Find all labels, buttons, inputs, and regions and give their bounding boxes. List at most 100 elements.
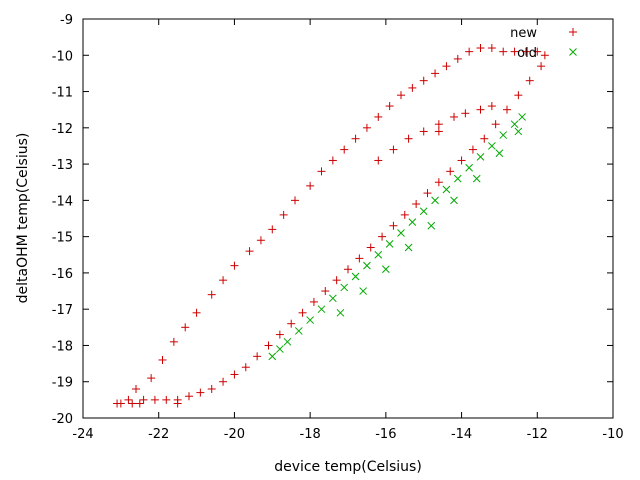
- data-point-new: [499, 47, 508, 56]
- y-tick-label: -15: [52, 231, 73, 246]
- legend-marker-glyph: [569, 48, 577, 56]
- data-point-old: [283, 337, 292, 346]
- x-axis-title: device temp(Celsius): [274, 459, 422, 475]
- data-point-new: [268, 225, 277, 234]
- legend-marker-new: [569, 28, 577, 36]
- data-point-new: [510, 47, 519, 56]
- data-point-new: [423, 189, 432, 198]
- data-point-old: [476, 152, 485, 161]
- data-point-new: [480, 134, 489, 143]
- data-point-new: [321, 287, 330, 296]
- y-tick-label: -14: [52, 194, 73, 209]
- data-point-old: [514, 127, 523, 136]
- data-point-old: [317, 305, 326, 314]
- data-point-new: [533, 47, 542, 56]
- data-point-new: [162, 395, 171, 404]
- data-point-new: [537, 62, 546, 71]
- x-tick-label: -20: [224, 427, 245, 442]
- data-point-new: [309, 297, 318, 306]
- data-point-new: [419, 76, 428, 85]
- data-point-new: [397, 91, 405, 100]
- data-point-new: [476, 44, 485, 53]
- x-tick-label: -12: [527, 427, 548, 442]
- data-point-old: [427, 221, 436, 230]
- y-tick-label: -12: [52, 122, 73, 137]
- data-point-new: [173, 399, 182, 408]
- data-point-new: [468, 145, 477, 154]
- data-point-old: [276, 345, 284, 353]
- data-point-new: [366, 243, 375, 252]
- data-point-new: [491, 120, 500, 129]
- data-point-new: [521, 47, 530, 56]
- data-point-new: [287, 319, 296, 328]
- data-point-new: [298, 308, 307, 317]
- y-tick-label: -11: [52, 86, 73, 101]
- y-tick-label: -17: [52, 303, 73, 318]
- legend-marker-glyph: [569, 28, 577, 36]
- data-point-new: [192, 308, 201, 317]
- data-point-old: [351, 272, 360, 281]
- y-tick-label: -9: [60, 13, 73, 28]
- data-point-new: [116, 399, 125, 408]
- data-point-old: [499, 131, 508, 139]
- data-point-new: [306, 181, 315, 190]
- data-point-old: [431, 196, 439, 205]
- data-point-new: [275, 330, 284, 339]
- data-point-new: [378, 232, 387, 241]
- data-point-new: [291, 196, 299, 205]
- data-point-old: [419, 207, 428, 216]
- data-point-new: [355, 254, 364, 263]
- data-point-new: [207, 290, 216, 299]
- data-point-old: [294, 327, 303, 335]
- data-point-new: [135, 399, 144, 408]
- data-point-old: [404, 243, 413, 252]
- data-point-new: [374, 112, 383, 121]
- y-tick-label: -16: [52, 267, 73, 282]
- data-point-old: [385, 240, 394, 248]
- data-point-new: [128, 399, 137, 408]
- data-point-old: [329, 294, 337, 303]
- y-tick-label: -10: [52, 49, 73, 64]
- data-point-new: [169, 337, 178, 346]
- data-point-new: [340, 145, 349, 154]
- y-tick-label: -20: [52, 412, 73, 427]
- data-point-new: [389, 145, 398, 154]
- data-point-new: [181, 323, 190, 332]
- data-point-new: [362, 123, 371, 132]
- data-point-new: [230, 261, 239, 270]
- data-point-new: [487, 102, 496, 111]
- data-point-new: [431, 69, 440, 78]
- x-tick-label: -24: [72, 427, 93, 442]
- data-point-old: [442, 185, 451, 194]
- data-point-new: [219, 377, 228, 386]
- data-point-new: [132, 384, 140, 393]
- data-point-new: [245, 247, 254, 256]
- series-layer: [113, 44, 549, 408]
- data-point-old: [453, 174, 462, 183]
- data-point-new: [525, 76, 534, 85]
- data-point-new: [465, 47, 474, 56]
- x-tick-label: -14: [451, 427, 472, 442]
- data-point-new: [317, 167, 326, 176]
- data-point-old: [382, 265, 390, 274]
- data-point-new: [344, 265, 352, 274]
- data-point-new: [374, 156, 383, 165]
- data-point-new: [385, 102, 394, 111]
- data-point-old: [450, 196, 458, 205]
- legend-label-new: new: [510, 26, 537, 41]
- data-point-new: [434, 120, 443, 129]
- x-tick-label: -22: [148, 427, 169, 442]
- data-point-new: [446, 167, 455, 176]
- data-point-old: [408, 218, 417, 226]
- data-point-old: [495, 149, 504, 158]
- data-point-new: [219, 276, 228, 285]
- x-tick-label: -16: [375, 427, 396, 442]
- y-axis-title: deltaOHM temp(Celsius): [15, 133, 31, 304]
- data-point-new: [419, 127, 428, 136]
- data-point-new: [442, 62, 451, 71]
- data-point-new: [185, 392, 193, 401]
- data-point-new: [434, 178, 443, 187]
- data-point-old: [374, 250, 383, 259]
- data-point-new: [147, 374, 156, 383]
